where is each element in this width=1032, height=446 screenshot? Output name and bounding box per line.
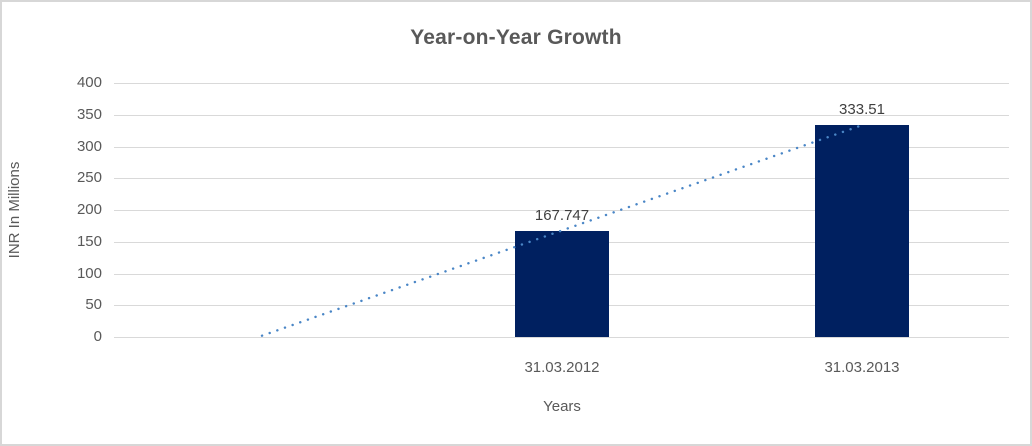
gridline [114,337,1009,338]
y-axis-tick-label: 50 [85,296,102,314]
y-axis-tick-label: 300 [76,137,102,155]
y-axis-title: INR In Millions [6,161,23,259]
x-axis-tick-label: 31.03.2013 [824,359,900,376]
bar [815,125,909,337]
bar [515,230,609,337]
gridline [114,83,1009,84]
bar-data-label: 167.747 [534,206,590,224]
gridline [114,114,1009,116]
y-axis-tick-label: 200 [76,201,102,218]
y-axis-tick-label: 0 [93,328,102,345]
x-axis-tick-label: 31.03.2012 [524,359,600,376]
y-axis-tick-label: 350 [76,105,102,123]
chart-title: Year-on-Year Growth [410,26,622,49]
y-axis-tick-label: 250 [76,169,102,187]
x-axis-title: Years [543,398,581,415]
bar-data-label: 333.51 [839,101,885,119]
y-axis-tick-label: 150 [76,232,102,250]
y-axis-tick-label: 400 [76,74,102,91]
y-axis-tick-label: 100 [76,264,102,282]
